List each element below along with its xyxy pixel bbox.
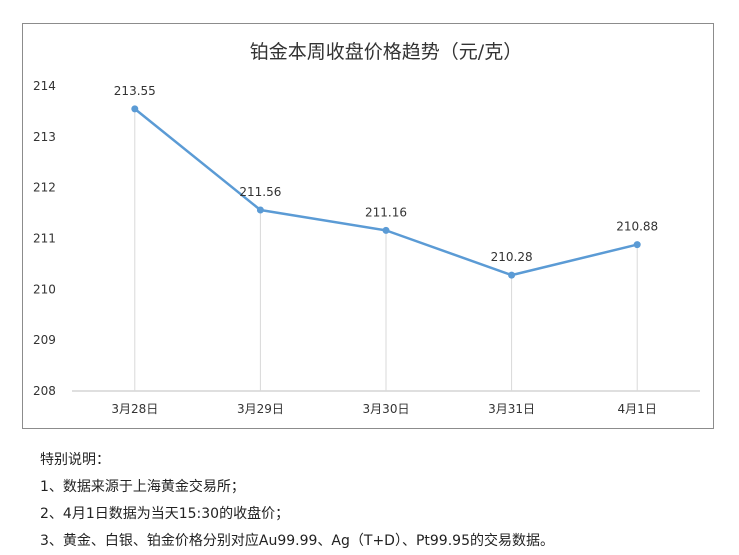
- y-tick-label: 212: [33, 181, 56, 195]
- y-tick-label: 211: [33, 232, 56, 246]
- data-point: [508, 271, 516, 279]
- chart-title: 铂金本周收盘价格趋势（元/克）: [250, 41, 522, 63]
- data-label: 211.16: [365, 205, 407, 219]
- line-chart: 铂金本周收盘价格趋势（元/克） 208 209 210 211 212 213 214 213.…: [33, 41, 700, 416]
- data-label: 210.88: [616, 220, 658, 234]
- note-item-3: 3、黄金、白银、铂金价格分别对应Au99.99、Ag（T+D）、Pt99.95的…: [40, 533, 554, 549]
- note-item-2: 2、4月1日数据为当天15:30的收盘价；: [40, 506, 290, 522]
- note-item-1: 1、数据来源于上海黄金交易所；: [40, 479, 245, 495]
- notes-heading: 特别说明：: [40, 452, 110, 468]
- data-point: [633, 241, 641, 249]
- data-label: 211.56: [239, 185, 281, 199]
- chart-frame: 铂金本周收盘价格趋势（元/克） 208 209 210 211 212 213 214 213.…: [22, 23, 714, 429]
- data-label: 210.28: [491, 250, 533, 264]
- data-point: [256, 206, 264, 214]
- data-label: 213.55: [114, 84, 156, 98]
- x-tick-label: 3月31日: [488, 402, 535, 416]
- data-point: [131, 105, 139, 113]
- y-tick-label: 209: [33, 333, 56, 347]
- y-tick-label: 213: [33, 130, 56, 144]
- x-tick-label: 3月29日: [237, 402, 284, 416]
- y-tick-label: 208: [33, 384, 56, 398]
- notes-section: 特别说明： 1、数据来源于上海黄金交易所； 2、4月1日数据为当天15:30的收…: [40, 447, 720, 555]
- x-tick-label: 3月28日: [111, 402, 158, 416]
- x-tick-label: 3月30日: [363, 402, 410, 416]
- y-tick-label: 214: [33, 79, 56, 93]
- y-tick-label: 210: [33, 282, 56, 296]
- data-point: [382, 226, 390, 234]
- x-tick-label: 4月1日: [618, 402, 657, 416]
